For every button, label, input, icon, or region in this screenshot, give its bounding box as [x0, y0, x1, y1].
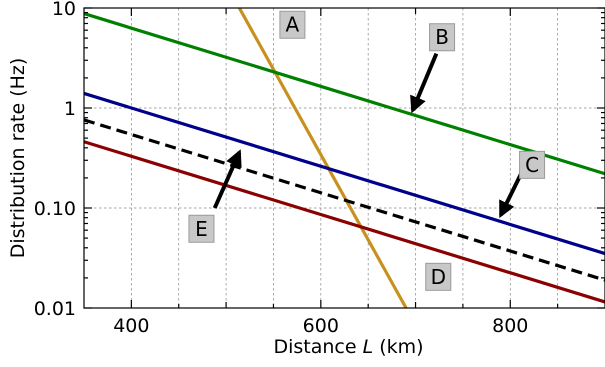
- annotation-label-e: E: [195, 217, 208, 241]
- series-line-b: [84, 12, 605, 176]
- y-tick-label: 1: [64, 98, 76, 120]
- plot-frame: [83, 7, 605, 309]
- x-tick-label: 400: [113, 315, 149, 337]
- annotation-box-c: [519, 150, 546, 179]
- annotation-label-d: D: [431, 265, 446, 289]
- x-tick-label: 600: [303, 315, 339, 337]
- annotation-box-b: [429, 23, 456, 52]
- x-axis-title-pre: Distance: [273, 336, 362, 358]
- annotation-label-b: B: [435, 25, 449, 49]
- annotation-box-d: [425, 262, 452, 291]
- x-tick-label: 800: [492, 315, 528, 337]
- y-tick-label: 0.10: [34, 198, 76, 220]
- x-axis-title-var: L: [363, 336, 374, 358]
- y-tick-label: 0.01: [34, 298, 76, 320]
- annotations: A B C D E: [188, 10, 546, 291]
- y-axis-title: Distribution rate (Hz): [7, 58, 29, 259]
- annotation-box-e: [188, 214, 215, 243]
- series-line-d: [84, 140, 605, 304]
- series-line-a: [237, 8, 408, 308]
- series-lines: [84, 8, 605, 308]
- series-line-e: [84, 118, 605, 282]
- x-axis-title: Distance L (km): [273, 336, 423, 358]
- annotation-arrow-e: [212, 149, 242, 209]
- y-tick-label: 10: [52, 0, 76, 20]
- annotation-label-c: C: [525, 153, 539, 177]
- annotation-box-a: [279, 10, 306, 39]
- axis-ticks: 400 600 800 0.01 0.10 1 10: [34, 0, 605, 337]
- series-line-c: [84, 91, 605, 256]
- x-axis-title-post: (km): [373, 336, 423, 358]
- annotation-arrow-b: [410, 52, 439, 114]
- annotation-label-a: A: [286, 13, 300, 37]
